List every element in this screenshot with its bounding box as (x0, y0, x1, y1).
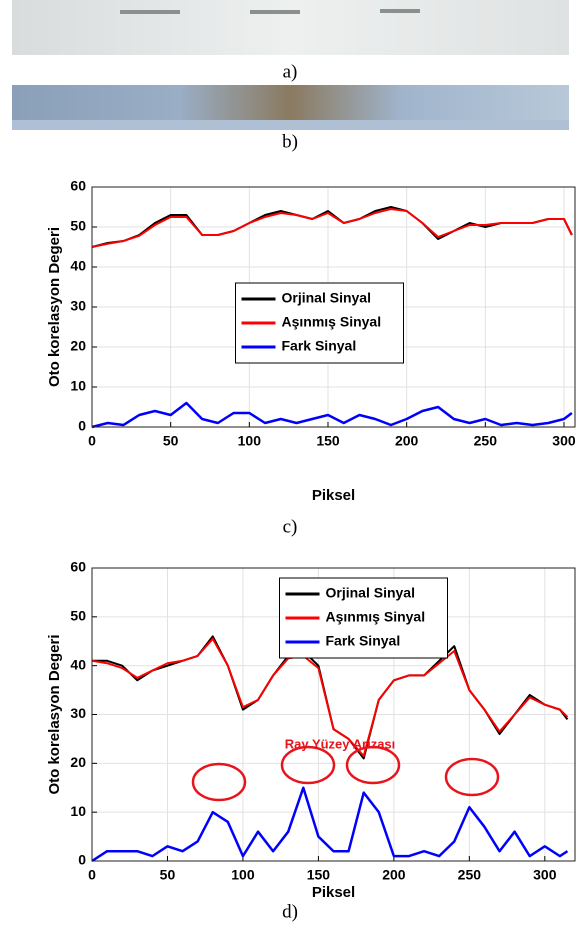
legend: Orjinal Sinyal Aşınmış Sinyal Fark Sinyal (279, 577, 448, 659)
y-tick-label: 30 (70, 705, 86, 721)
legend-label: Orjinal Sinyal (282, 290, 371, 306)
data-line (91, 208, 573, 248)
y-tick-label: 60 (70, 559, 86, 575)
y-tick-label: 10 (70, 803, 86, 819)
y-axis-label: Oto korelasyon Degeri (46, 227, 63, 387)
data-line (91, 637, 569, 758)
legend-label: Fark Sinyal (326, 633, 401, 649)
annotation: Ray Yüzey Arızası (285, 736, 396, 751)
x-tick-label: 150 (316, 433, 340, 449)
fault-ellipse (191, 762, 247, 802)
caption: a) (283, 61, 298, 82)
x-tick-label: 100 (231, 867, 255, 883)
plot-frame (91, 186, 576, 428)
legend-label: Fark Sinyal (282, 338, 357, 354)
legend-label: Aşınmış Sinyal (326, 609, 426, 625)
x-tick-label: 150 (307, 867, 331, 883)
y-tick-label: 10 (70, 378, 86, 394)
x-tick-label: 250 (458, 867, 482, 883)
chart-c: 0 10 20 30 40 50 60 0 50 100 150 200 250 300 Piksel Oto… (46, 178, 576, 538)
y-tick-label: 0 (78, 418, 86, 434)
caption: c) (283, 516, 298, 537)
x-tick-label: 50 (163, 433, 179, 449)
x-axis-label: Piksel (312, 487, 355, 504)
fault-ellipse (345, 745, 401, 785)
y-tick-label: 40 (70, 258, 86, 274)
y-tick-label: 20 (70, 754, 86, 770)
legend-label: Orjinal Sinyal (326, 585, 415, 601)
fault-ellipse (444, 757, 500, 797)
y-tick-label: 20 (70, 338, 86, 354)
x-tick-label: 50 (160, 867, 176, 883)
chart-d: 0 10 20 30 40 50 60 0 50 100 150 200 250 300 Piksel Oto… (46, 559, 576, 922)
x-tick-label: 300 (552, 433, 576, 449)
x-tick-label: 300 (533, 867, 557, 883)
fault-markers (191, 745, 500, 802)
y-tick-label: 60 (70, 178, 86, 194)
plot-frame (91, 567, 576, 862)
photo-detail (380, 9, 420, 13)
caption: d) (282, 901, 298, 922)
x-axis-label: Piksel (312, 884, 355, 901)
y-axis-label: Oto korelasyon Degeri (46, 634, 63, 794)
x-tick-label: 100 (238, 433, 262, 449)
y-tick-label: 50 (70, 218, 86, 234)
data-line (91, 786, 569, 863)
x-tick-label: 200 (382, 867, 406, 883)
y-tick-label: 40 (70, 656, 86, 672)
x-tick-label: 200 (395, 433, 419, 449)
x-tick-label: 0 (88, 867, 96, 883)
x-tick-label: 250 (474, 433, 498, 449)
fault-ellipse (280, 745, 336, 785)
photo-detail (12, 120, 569, 130)
legend: Orjinal Sinyal Aşınmış Sinyal Fark Sinyal (235, 282, 404, 364)
y-tick-label: 50 (70, 608, 86, 624)
legend-label: Aşınmış Sinyal (282, 314, 382, 330)
photo-detail (250, 10, 300, 14)
photo-detail (120, 10, 180, 14)
photo-a (12, 0, 569, 55)
y-tick-label: 0 (78, 852, 86, 868)
caption: b) (282, 131, 298, 152)
data-line (91, 401, 573, 429)
y-tick-label: 30 (70, 298, 86, 314)
x-tick-label: 0 (88, 433, 96, 449)
